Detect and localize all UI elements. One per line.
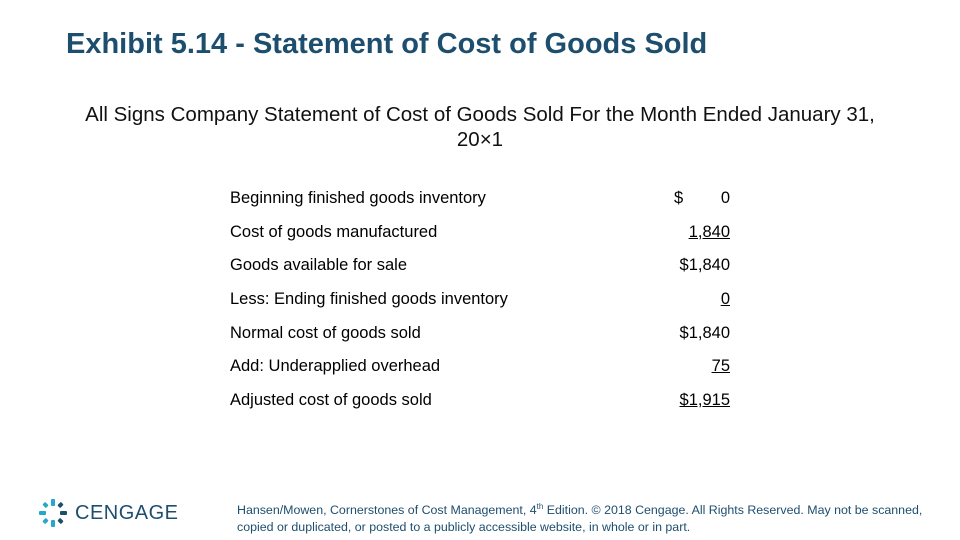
footer-text-continued: Edition. © 2018 Cengage. All Rights Rese… — [237, 503, 923, 535]
row-amount: 75 — [674, 357, 730, 376]
statement-table: Beginning finished goods inventory $ 0 C… — [230, 183, 740, 419]
amount-value: $1,840 — [679, 323, 730, 342]
amount-value: $1,915 — [679, 391, 730, 410]
row-amount: $ 0 — [674, 189, 730, 208]
amount-value: $1,840 — [679, 256, 730, 275]
row-label: Normal cost of goods sold — [230, 323, 421, 342]
statement-row: Goods available for sale $1,840 — [230, 250, 740, 284]
row-amount: 0 — [674, 290, 730, 309]
cengage-logo: CENGAGE — [38, 498, 179, 528]
amount-value: 0 — [720, 290, 730, 309]
amount-value: 1,840 — [688, 222, 730, 241]
statement-row: Cost of goods manufactured 1,840 — [230, 217, 740, 251]
row-amount: $1,840 — [674, 324, 730, 343]
currency-sign: $ — [674, 189, 684, 207]
copyright-footer: Hansen/Mowen, Cornerstones of Cost Manag… — [237, 498, 942, 536]
statement-row: Add: Underapplied overhead 75 — [230, 351, 740, 385]
row-label: Cost of goods manufactured — [230, 222, 438, 241]
row-amount: $1,915 — [674, 391, 730, 410]
statement-subtitle: All Signs Company Statement of Cost of G… — [85, 103, 875, 151]
row-label: Add: Underapplied overhead — [230, 357, 441, 376]
row-label: Beginning finished goods inventory — [230, 189, 486, 207]
row-label: Goods available for sale — [230, 256, 408, 275]
row-amount: $1,840 — [674, 256, 730, 275]
statement-row: Normal cost of goods sold $1,840 — [230, 318, 740, 352]
row-amount: 1,840 — [674, 223, 730, 242]
row-label: Adjusted cost of goods sold — [230, 391, 432, 410]
row-label: Less: Ending finished goods inventory — [230, 290, 508, 309]
statement-row: Adjusted cost of goods sold $1,915 — [230, 385, 740, 419]
footer-text: Hansen/Mowen, Cornerstones of Cost Manag… — [237, 503, 537, 518]
statement-row: Less: Ending finished goods inventory 0 — [230, 284, 740, 318]
cengage-mark-icon — [39, 499, 67, 527]
slide-title: Exhibit 5.14 - Statement of Cost of Good… — [66, 28, 708, 60]
amount-value: 75 — [711, 357, 730, 376]
footer-superscript: th — [536, 502, 544, 511]
amount-value: 0 — [720, 189, 730, 207]
logo-wordmark: CENGAGE — [75, 501, 179, 524]
statement-row: Beginning finished goods inventory $ 0 — [230, 183, 740, 217]
